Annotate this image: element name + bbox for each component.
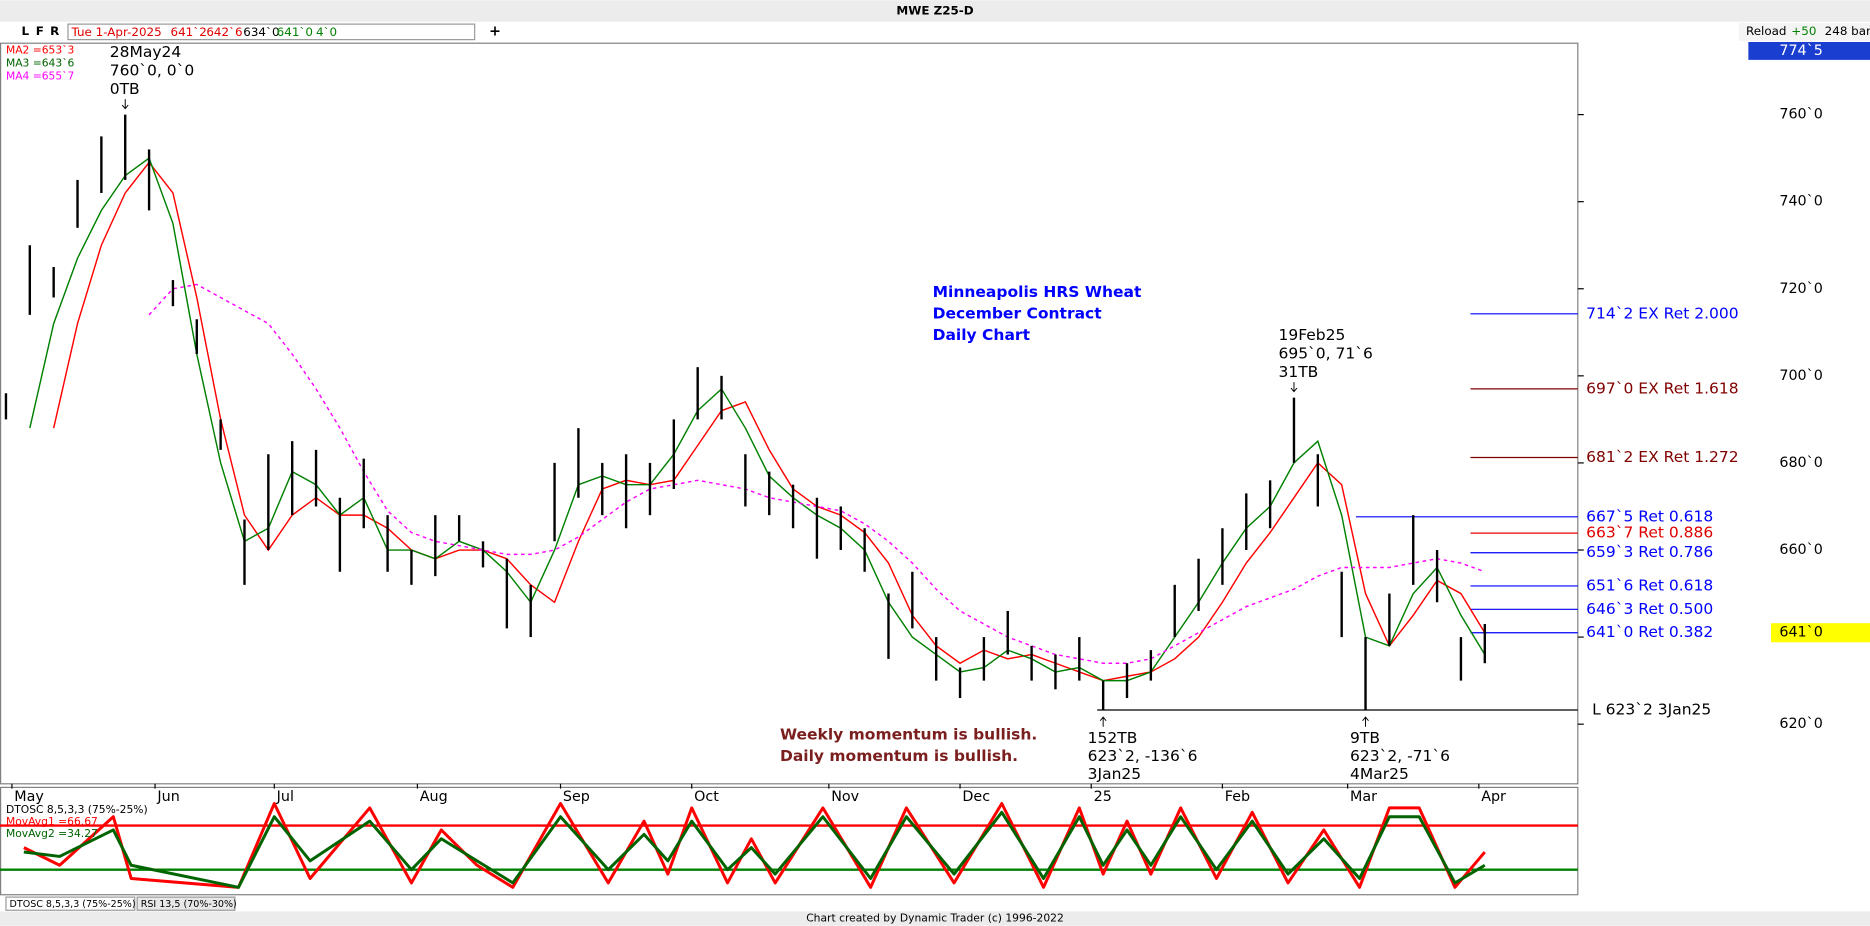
credit: Chart created by Dynamic Trader (c) 1996…	[806, 912, 1064, 925]
x-tick-label: Feb	[1225, 789, 1250, 805]
pivot-arrow	[1362, 716, 1369, 727]
pivot-label: 9TB	[1350, 729, 1380, 747]
legend-entry: MA3 =643`6	[6, 56, 75, 69]
toolbar	[0, 0, 1870, 22]
x-tick-label: Jun	[156, 789, 179, 805]
view-tab[interactable]: R	[50, 24, 59, 38]
x-tick-label: Sep	[563, 789, 590, 805]
status-bar	[0, 911, 1870, 926]
legend-entry: MA4 =655`7	[6, 70, 74, 83]
y-tick-label: 720`0	[1779, 281, 1823, 297]
pivot-arrow	[1290, 382, 1298, 393]
moving-average	[29, 157, 1486, 682]
osc-legend: MovAvg2 =34.27	[6, 827, 98, 840]
add-button[interactable]: +	[489, 23, 501, 39]
x-tick-label: Mar	[1350, 789, 1377, 805]
view-tab[interactable]: F	[36, 24, 44, 38]
y-tick-label: 760`0	[1779, 107, 1823, 123]
pivot-label: 623`2, -71`6	[1350, 747, 1450, 765]
step-label: +50	[1791, 24, 1816, 38]
momentum-note: Daily momentum is bullish.	[780, 747, 1018, 765]
quote-field: 634`0	[243, 25, 279, 39]
pivot-arrow	[121, 99, 129, 110]
chart-note: Daily Chart	[933, 326, 1031, 344]
pivot-label: 3Jan25	[1088, 765, 1141, 783]
x-tick-label: Nov	[831, 789, 859, 805]
osc-title: DTOSC 8,5,3,3 (75%-25%)	[6, 803, 148, 816]
x-tick-label: Jul	[276, 789, 294, 805]
chart-note: Minneapolis HRS Wheat	[933, 283, 1142, 301]
retracement-label: 651`6 Ret 0.618	[1586, 576, 1713, 594]
quote-field: 641`0	[277, 25, 313, 39]
pivot-label: 0TB	[110, 80, 140, 98]
last-price-box	[1771, 623, 1870, 643]
reload-button[interactable]: Reload	[1746, 24, 1787, 38]
pivot-arrow	[1099, 716, 1107, 727]
chart-note: December Contract	[933, 304, 1103, 322]
pivot-label: 623`2, -136`6	[1088, 747, 1198, 765]
quote-box	[67, 23, 476, 41]
retracement-label: 681`2 EX Ret 1.272	[1586, 448, 1738, 466]
retracement-label: 641`0 Ret 0.382	[1586, 623, 1713, 641]
quote-field: 4`0	[316, 25, 337, 39]
bar-count: 248 bars	[1825, 24, 1870, 38]
quote-field: 641`2	[171, 25, 207, 39]
y-tick-label: 700`0	[1779, 368, 1823, 384]
x-tick-label: Dec	[962, 789, 990, 805]
y-tick-label: 660`0	[1779, 542, 1823, 558]
quote-field: 642`6	[206, 25, 242, 39]
pivot-label: 152TB	[1088, 729, 1138, 747]
x-tick-label: Apr	[1481, 789, 1506, 805]
osc-panel	[0, 786, 1579, 896]
pivot-label: 28May24	[110, 43, 181, 61]
pivot-label: 4Mar25	[1350, 765, 1409, 783]
indicator-tab-label: DTOSC 8,5,3,3 (75%-25%)	[10, 899, 136, 910]
top-price-label: 774`5	[1779, 43, 1823, 59]
retracement-label: 646`3 Ret 0.500	[1586, 600, 1713, 618]
x-tick-label: Oct	[694, 789, 719, 805]
quote-field: Tue 1-Apr-2025	[71, 25, 162, 39]
toolbar-right	[1738, 22, 1870, 41]
price-panel	[0, 42, 1579, 785]
momentum-note: Weekly momentum is bullish.	[780, 725, 1037, 743]
retracement-label: 697`0 EX Ret 1.618	[1586, 379, 1738, 397]
y-tick-label: 620`0	[1779, 716, 1823, 732]
retracement-label: 667`5 Ret 0.618	[1586, 507, 1713, 525]
last-price-label: 641`0	[1779, 625, 1823, 641]
indicator-tab[interactable]	[136, 896, 236, 911]
y-tick-label: 680`0	[1779, 455, 1823, 471]
y-tick-label: 740`0	[1779, 194, 1823, 210]
osc-line	[23, 810, 1486, 889]
pivot-label: 760`0, 0`0	[110, 62, 195, 80]
pivot-label: 695`0, 71`6	[1278, 345, 1372, 363]
retracement-label: L 623`2 3Jan25	[1592, 701, 1711, 719]
indicator-tab-label: RSI 13,5 (70%-30%)	[141, 899, 237, 910]
indicator-tab[interactable]	[5, 896, 136, 911]
retracement-label: 663`7 Ret 0.886	[1586, 524, 1713, 542]
osc-legend: MovAvg1 =66.67	[6, 815, 98, 828]
chart-title: MWE Z25-D	[896, 4, 973, 18]
retracement-label: 714`2 EX Ret 2.000	[1586, 304, 1738, 322]
legend-entry: MA2 =653`3	[6, 43, 74, 56]
pivot-label: 31TB	[1278, 363, 1318, 381]
top-price-box	[1748, 41, 1870, 60]
view-tab[interactable]: L	[21, 24, 29, 38]
pivot-label: 19Feb25	[1278, 326, 1345, 344]
x-tick-label: 25	[1094, 789, 1112, 805]
x-tick-label: Aug	[420, 789, 448, 805]
x-tick-label: May	[14, 789, 44, 805]
retracement-label: 659`3 Ret 0.786	[1586, 543, 1713, 561]
